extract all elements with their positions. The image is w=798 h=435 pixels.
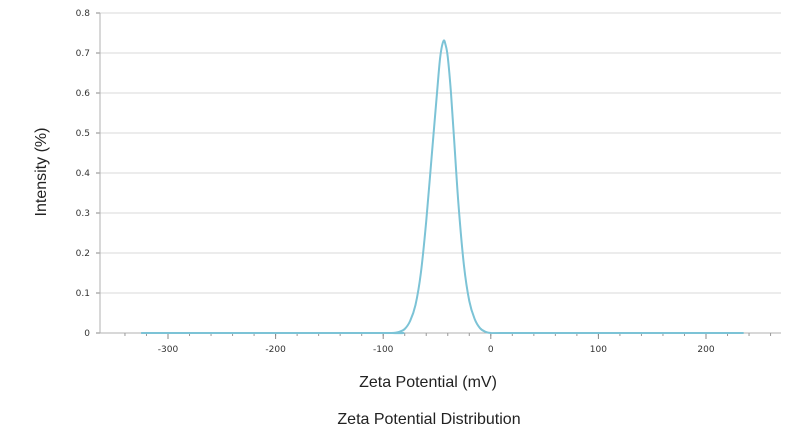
y-tick-label: 0.8 bbox=[76, 9, 91, 19]
grid-lines bbox=[100, 12, 781, 294]
y-tick-label: 0.6 bbox=[76, 89, 91, 99]
x-tick-label: -200 bbox=[265, 345, 286, 355]
x-tick-label: 200 bbox=[697, 345, 714, 355]
y-tick-label: 0.4 bbox=[76, 169, 91, 179]
y-tick-label: 0.5 bbox=[76, 129, 90, 139]
y-tick-label: 0.7 bbox=[76, 49, 90, 59]
chart-caption: Zeta Potential Distribution bbox=[337, 411, 520, 428]
y-tick-label: 0.1 bbox=[76, 289, 90, 299]
y-axis-title: Intensity (%) bbox=[33, 128, 50, 217]
y-tick-labels: 0 0.1 0.2 0.3 0.4 0.5 0.6 0.7 0.8 bbox=[76, 9, 91, 339]
x-tick-labels: -300 -200 -100 0 100 200 bbox=[158, 345, 715, 355]
x-tick-label: -300 bbox=[158, 345, 179, 355]
y-tick-label: 0 bbox=[84, 329, 90, 339]
distribution-line bbox=[141, 39, 744, 335]
x-tick-label: -100 bbox=[373, 345, 394, 355]
x-tick-label: 0 bbox=[488, 345, 494, 355]
series-layer bbox=[141, 39, 744, 335]
y-tick-label: 0.2 bbox=[76, 249, 90, 259]
y-tick-label: 0.3 bbox=[76, 209, 90, 219]
axes bbox=[96, 12, 781, 339]
x-tick-label: 100 bbox=[590, 345, 607, 355]
x-axis-title: Zeta Potential (mV) bbox=[359, 374, 497, 391]
